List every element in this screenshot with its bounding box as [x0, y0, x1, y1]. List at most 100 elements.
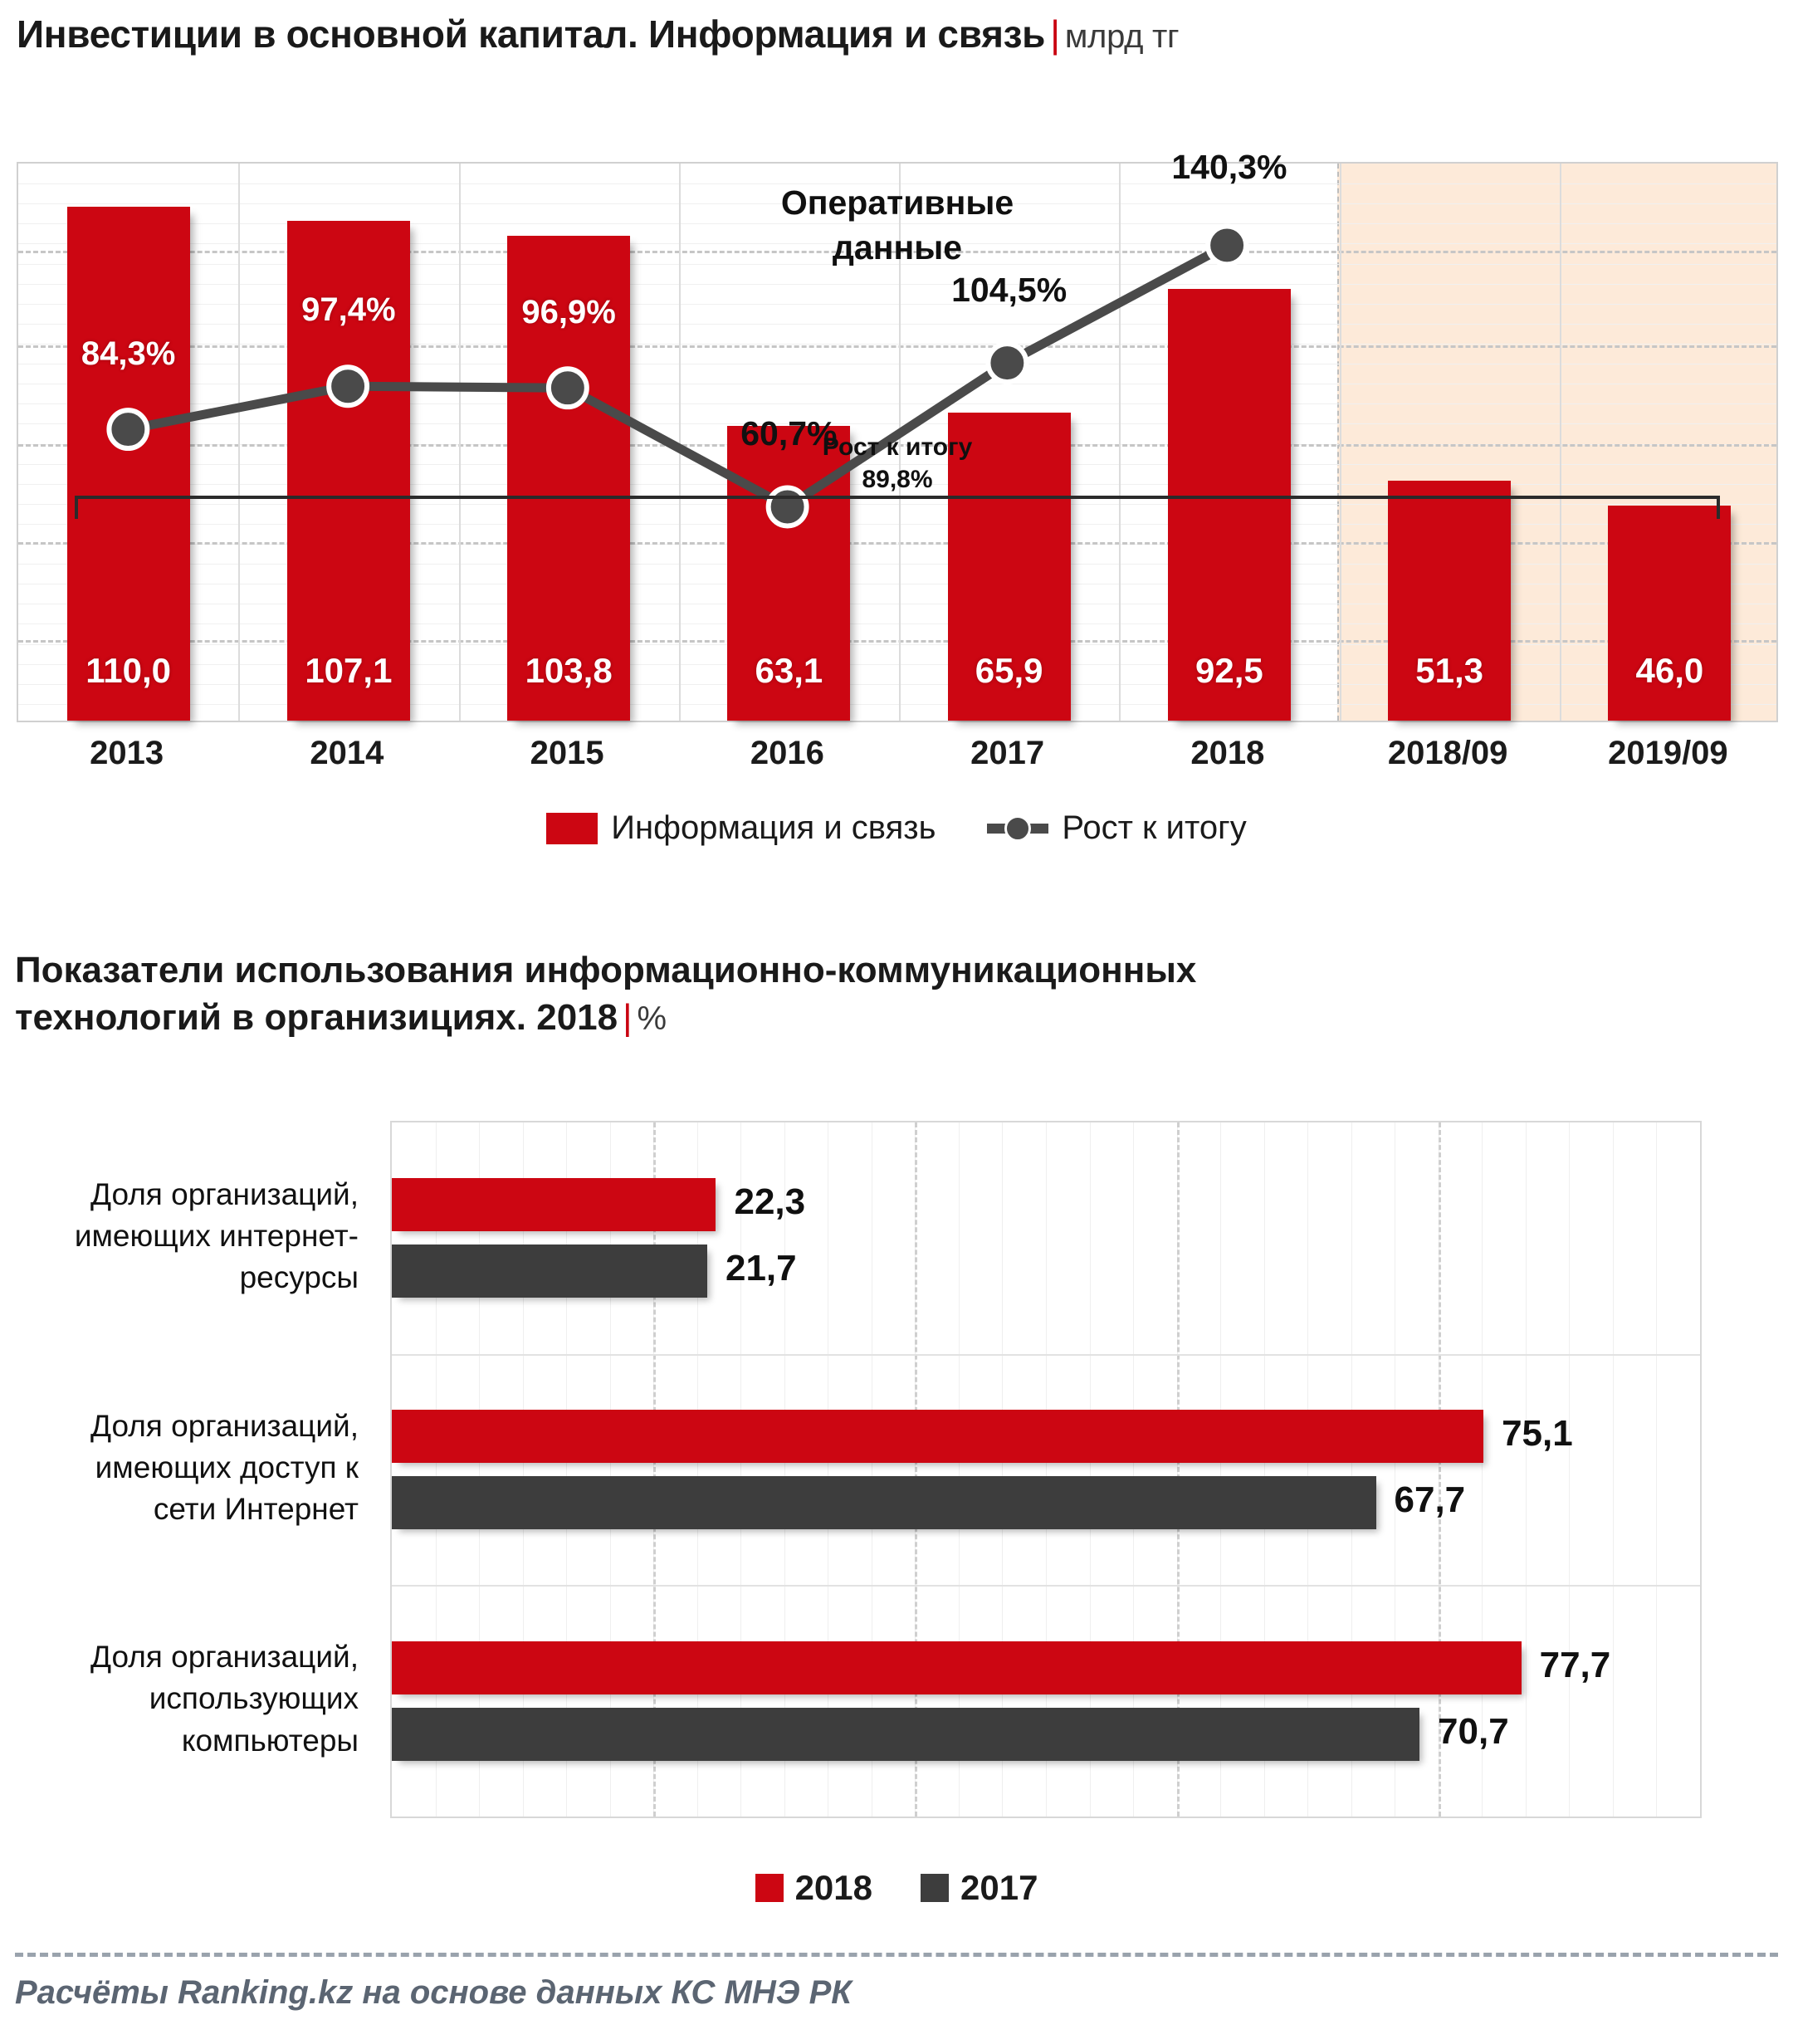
growth-value-label: 84,3% — [81, 335, 176, 372]
legend-label-2017: 2017 — [960, 1868, 1038, 1907]
footer-divider — [15, 1953, 1778, 1957]
operative-data-line2: данные — [832, 228, 963, 267]
gridline-minor — [18, 564, 1776, 565]
group-separator — [392, 1585, 1700, 1587]
bar-value-label: 77,7 — [1539, 1644, 1611, 1685]
gridline-minor — [1220, 1122, 1222, 1817]
chart2-title: Показатели использования информационно-к… — [15, 946, 1642, 1041]
chart2-category-labels: Доля организаций, имеющих интернет-ресурс… — [0, 1121, 374, 1818]
x-axis-label: 2016 — [750, 735, 824, 771]
chart2-title-unit: % — [637, 1000, 667, 1038]
bar-value-label: 21,7 — [725, 1248, 797, 1289]
gridline-major — [18, 345, 1776, 349]
gridline-minor — [522, 1122, 524, 1817]
legend-label-growth: Рост к итогу — [1062, 809, 1247, 846]
gridline-minor — [435, 1122, 437, 1817]
gridline-minor — [1525, 1122, 1527, 1817]
bar-value-label: 70,7 — [1438, 1710, 1509, 1752]
red-square-icon — [546, 812, 598, 844]
line-dot-icon — [987, 823, 1049, 834]
footer-note: Расчёты Ranking.kz на основе данных КС М… — [15, 1974, 852, 2011]
legend-item-2017[interactable]: 2017 — [921, 1868, 1038, 1908]
chart1-legend: Информация и связь Рост к итогу — [0, 809, 1793, 847]
bar-value-label: 22,3 — [734, 1181, 806, 1223]
chart1-title-unit: млрд тг — [1064, 18, 1180, 55]
operative-data-line1: Оперативные — [780, 183, 1014, 222]
gridline-minor — [1656, 1122, 1658, 1817]
growth-value-label: 60,7% — [740, 414, 838, 453]
legend-item-2018[interactable]: 2018 — [755, 1868, 872, 1908]
gridline-minor — [1351, 1122, 1352, 1817]
bar-value-label: 92,5 — [1195, 651, 1263, 690]
legend-item-growth[interactable]: Рост к итогу — [987, 809, 1247, 847]
bar-value-label: 67,7 — [1394, 1479, 1466, 1520]
gridline-major — [18, 639, 1776, 643]
x-axis-label: 2018/09 — [1387, 735, 1508, 771]
category-label-line: компьютеры — [181, 1723, 359, 1758]
x-axis-label: 2018 — [1190, 735, 1265, 771]
legend-label-investments: Информация и связь — [611, 809, 936, 846]
bar-value-label: 103,8 — [525, 651, 613, 690]
gridline-minor — [609, 1122, 611, 1817]
chart1-title: Инвестиции в основной капитал. Информаци… — [17, 12, 1180, 56]
chart2-category-label: Доля организаций, имеющих интернет-ресурс… — [2, 1174, 359, 1299]
chart2-title-line1: Показатели использования информационно-к… — [15, 950, 1197, 990]
bar-value-label: 65,9 — [975, 651, 1043, 690]
category-separator — [1559, 164, 1561, 721]
chart1-plot-area: 110,0 84,3% 107,1 97,4% 103,8 96,9% 63,1 65,9 92… — [17, 148, 1778, 722]
chart2-title-line2: технологий в организициях. 2018 — [15, 997, 618, 1039]
gridline-minor — [479, 1122, 481, 1817]
dark-square-icon — [921, 1874, 949, 1902]
gridline-minor — [18, 403, 1776, 405]
gridline-minor — [1482, 1122, 1483, 1817]
category-label-line: ресурсы — [239, 1260, 359, 1295]
category-separator — [1339, 164, 1341, 721]
operative-data-title: Оперативные данные — [18, 180, 1776, 270]
gridline-minor — [18, 303, 1776, 305]
bar-value-label: 75,1 — [1502, 1413, 1573, 1454]
gridline-minor — [18, 423, 1776, 425]
gridline-minor — [18, 663, 1776, 665]
bar-value-label: 46,0 — [1635, 651, 1704, 690]
bar-value-label: 107,1 — [305, 651, 393, 690]
bar-investments: 51,3 — [1388, 481, 1512, 721]
category-label-line: Доля организаций, — [90, 1408, 359, 1443]
category-label-line: Доля организаций, — [90, 1640, 359, 1675]
gridline-minor — [18, 643, 1776, 645]
growth-value-label: 96,9% — [521, 293, 616, 330]
category-label-line: имеющих интернет- — [74, 1219, 359, 1254]
red-square-icon — [755, 1874, 784, 1902]
growth-bracket — [75, 496, 1720, 519]
bar-2018 — [392, 1641, 1522, 1694]
gridline-minor — [566, 1122, 568, 1817]
gridline-minor — [696, 1122, 698, 1817]
gridline-minor — [18, 343, 1776, 345]
bar-2017 — [392, 1476, 1376, 1529]
gridline-minor — [958, 1122, 960, 1817]
chart1-title-separator: | — [1050, 12, 1060, 56]
bar-2018 — [392, 1410, 1484, 1463]
gridline-minor — [18, 323, 1776, 325]
gridline-minor — [784, 1122, 785, 1817]
gridline-minor — [18, 683, 1776, 685]
bar-value-label: 63,1 — [755, 651, 823, 690]
chart2-plot-area: 22,3 21,7 75,1 67,7 77,7 70,7 — [390, 1121, 1702, 1818]
growth-total-label: Рост к итогу 89,8% — [18, 431, 1776, 496]
gridline-minor — [1046, 1122, 1047, 1817]
legend-label-2018: 2018 — [794, 1868, 872, 1907]
category-label-line: Доля организаций, — [90, 1176, 359, 1211]
growth-total-text: Рост к итогу — [822, 433, 973, 461]
x-axis-label: 2017 — [970, 735, 1045, 771]
gridline-major — [1438, 1122, 1441, 1817]
legend-item-investments[interactable]: Информация и связь — [546, 809, 936, 847]
chart1-title-main: Инвестиции в основной капитал. Информаци… — [17, 12, 1046, 56]
x-axis-label: 2019/09 — [1608, 735, 1728, 771]
x-axis-label: 2014 — [310, 735, 384, 771]
gridline-major — [18, 541, 1776, 545]
chart1-x-axis-labels: 2013 2014 2015 2016 2017 2018 2018/09 2019/09 — [17, 735, 1778, 785]
gridline-minor — [18, 223, 1776, 225]
chart2-title-separator: | — [623, 997, 633, 1039]
gridline-minor — [1307, 1122, 1309, 1817]
chart2-category-label: Доля организаций, имеющих доступ к сети Ин… — [2, 1406, 359, 1531]
growth-value-label: 104,5% — [951, 270, 1067, 309]
